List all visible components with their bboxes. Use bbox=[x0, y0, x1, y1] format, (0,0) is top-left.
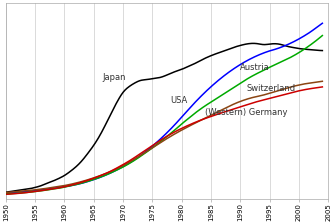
Text: Switzerland: Switzerland bbox=[246, 84, 295, 93]
Text: Austria: Austria bbox=[240, 63, 270, 72]
Text: USA: USA bbox=[170, 96, 187, 105]
Text: (Western) Germany: (Western) Germany bbox=[205, 108, 288, 117]
Text: Japan: Japan bbox=[103, 73, 126, 82]
